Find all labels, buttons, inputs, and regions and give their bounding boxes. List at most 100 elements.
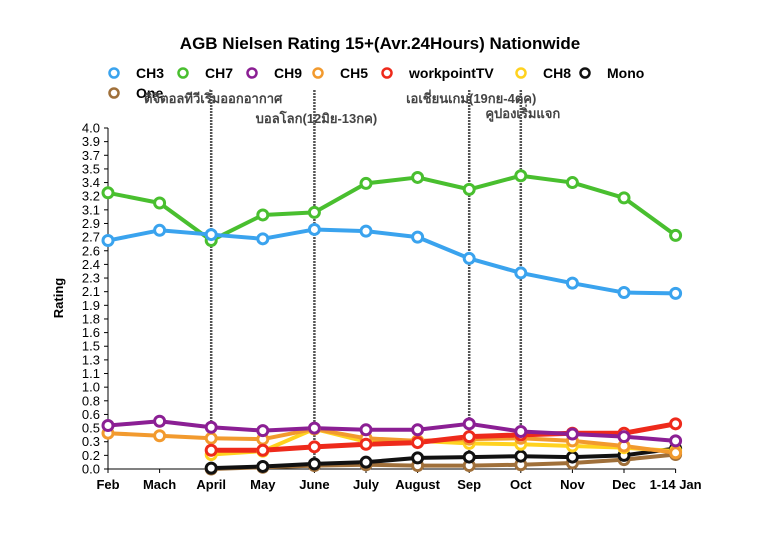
x-tick-label: Feb [96,477,119,492]
annotation-lines [211,90,521,469]
legend-item-mono: Mono [581,65,645,81]
x-tick-label: 1-14 Jan [650,477,702,492]
x-tick-label: July [353,477,380,492]
y-tick-label: 4.0 [82,121,100,136]
data-point-ch3 [361,226,371,236]
y-tick-label: 0.8 [82,393,100,408]
data-point-ch7 [309,207,319,217]
data-point-ch7 [671,230,681,240]
data-point-ch3 [309,224,319,234]
data-point-mono [309,459,319,469]
legend-marker [179,69,188,78]
x-tick-label: June [299,477,329,492]
y-tick-label: 0.0 [82,462,100,477]
legend-marker [383,69,392,78]
legend-marker [110,69,119,78]
legend-label: CH9 [274,65,302,81]
chart-title: AGB Nielsen Rating 15+(Avr.24Hours) Nati… [180,34,580,53]
x-tick-label: April [196,477,226,492]
data-point-ch5 [155,431,165,441]
legend-marker [110,89,119,98]
data-point-workpointtv [206,445,216,455]
legend-marker [581,69,590,78]
x-tick-label: Sep [457,477,481,492]
data-point-ch9 [361,425,371,435]
legend-marker [314,69,323,78]
data-point-workpointtv [671,419,681,429]
legend-label: CH7 [205,65,233,81]
data-point-ch3 [413,232,423,242]
data-point-workpointtv [309,442,319,452]
data-point-ch3 [671,288,681,298]
y-tick-label: 1.5 [82,339,100,354]
x-tick-label: August [395,477,440,492]
data-point-workpointtv [464,432,474,442]
data-point-ch5 [206,433,216,443]
data-point-ch7 [258,210,268,220]
y-tick-label: 1.9 [82,298,100,313]
data-point-mono [413,453,423,463]
series-lines [108,176,676,469]
y-tick-label: 1.0 [82,380,100,395]
legend-item-ch8: CH8 [517,65,572,81]
data-point-ch9 [258,426,268,436]
annotation-label: เอเชี่ยนเกม(19กย-4ตค) [406,89,536,106]
data-point-ch9 [155,416,165,426]
data-point-ch7 [155,198,165,208]
legend-label: Mono [607,65,644,81]
data-point-ch3 [103,236,113,246]
y-tick-label: 0.3 [82,434,100,449]
x-tick-label: Oct [510,477,532,492]
data-point-ch5 [671,448,681,458]
data-point-ch9 [516,426,526,436]
data-point-ch7 [413,172,423,182]
data-point-ch3 [206,230,216,240]
legend-label: workpointTV [408,65,494,81]
data-point-ch7 [103,188,113,198]
legend-item-workpointtv: workpointTV [383,65,495,81]
data-point-ch9 [464,419,474,429]
legend-item-ch7: CH7 [179,65,234,81]
y-tick-label: 2.3 [82,271,100,286]
y-tick-label: 1.6 [82,325,100,340]
y-tick-label: 1.1 [82,366,100,381]
legend-marker [248,69,257,78]
data-point-ch7 [516,171,526,181]
data-point-mono [258,461,268,471]
data-point-workpointtv [413,438,423,448]
data-point-ch9 [103,421,113,431]
data-point-ch9 [413,425,423,435]
data-point-ch3 [155,225,165,235]
y-tick-label: 3.1 [82,202,100,217]
y-axis-label: Rating [51,278,66,319]
y-tick-label: 1.3 [82,352,100,367]
data-point-mono [516,451,526,461]
annotation-label: บอลโลก(12มิย-13กค) [256,110,378,126]
series-line-ch3 [108,229,676,293]
y-tick-label: 0.2 [82,448,100,463]
data-point-ch9 [671,436,681,446]
legend-label: CH3 [136,65,164,81]
y-tick-label: 2.1 [82,284,100,299]
data-point-ch3 [619,288,629,298]
data-point-ch9 [619,432,629,442]
data-point-ch3 [258,234,268,244]
chart: AGB Nielsen Rating 15+(Avr.24Hours) Nati… [0,0,760,555]
legend-item-ch9: CH9 [248,65,303,81]
data-point-mono [464,452,474,462]
y-tick-label: 2.9 [82,216,100,231]
legend-label: CH8 [543,65,571,81]
data-point-ch7 [567,178,577,188]
legend-marker [517,69,526,78]
data-point-ch3 [516,268,526,278]
y-tick-label: 3.9 [82,134,100,149]
y-tick-label: 3.2 [82,189,100,204]
y-tick-label: 0.5 [82,421,100,436]
data-point-ch7 [464,184,474,194]
y-tick-label: 2.6 [82,243,100,258]
data-point-ch9 [206,422,216,432]
x-tick-label: Mach [143,477,176,492]
x-tick-label: Nov [560,477,585,492]
annotation-labels: ดิจิตอลทีวีเริ่มออกอากาศบอลโลก(12มิย-13ก… [144,89,560,126]
y-tick-label: 3.7 [82,148,100,163]
